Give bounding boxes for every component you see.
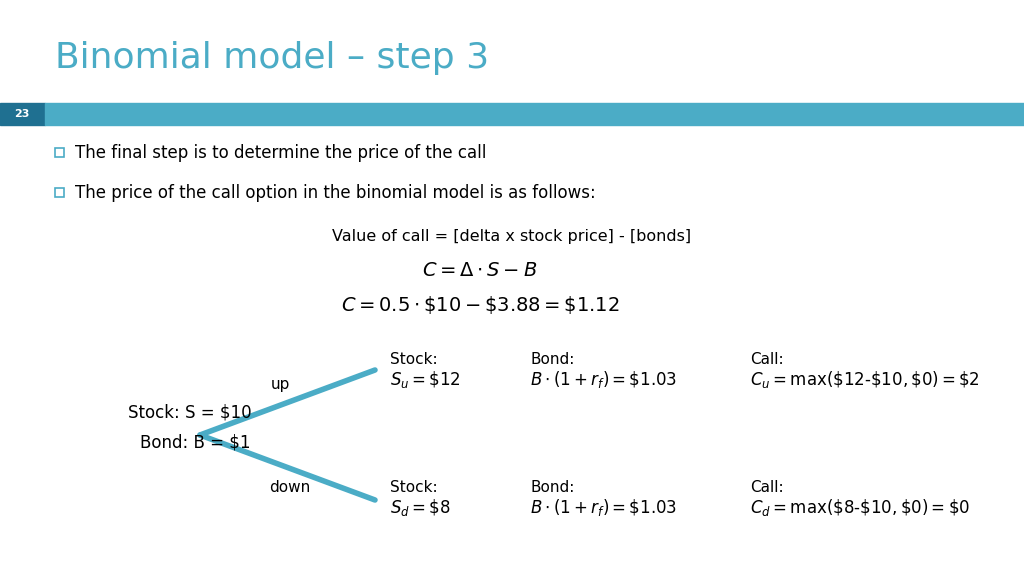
Text: $C_d = \mathrm{max}(\$8\text{-}\$10,\$0) = \$0$: $C_d = \mathrm{max}(\$8\text{-}\$10,\$0)… bbox=[750, 498, 970, 518]
Text: $B \cdot (1 + r_f) = \$1.03$: $B \cdot (1 + r_f) = \$1.03$ bbox=[530, 498, 677, 518]
Text: $S_d = \$8$: $S_d = \$8$ bbox=[390, 498, 451, 518]
Text: Call:: Call: bbox=[750, 480, 783, 495]
Text: $C_u = \mathrm{max}(\$12\text{-}\$10,\$0) = \$2$: $C_u = \mathrm{max}(\$12\text{-}\$10,\$0… bbox=[750, 369, 980, 391]
Bar bbox=[55, 188, 63, 197]
Text: Binomial model – step 3: Binomial model – step 3 bbox=[55, 41, 489, 75]
Text: $S_u = \$12$: $S_u = \$12$ bbox=[390, 369, 461, 391]
Text: $B \cdot (1 + r_f) = \$1.03$: $B \cdot (1 + r_f) = \$1.03$ bbox=[530, 369, 677, 391]
Text: Bond:: Bond: bbox=[530, 353, 574, 367]
Bar bbox=[55, 148, 63, 157]
Bar bbox=[0, 103, 45, 125]
Text: Bond: B = $1: Bond: B = $1 bbox=[139, 434, 250, 452]
Text: down: down bbox=[269, 480, 310, 495]
Text: Stock:: Stock: bbox=[390, 480, 437, 495]
Text: Bond:: Bond: bbox=[530, 480, 574, 495]
Text: 23: 23 bbox=[14, 109, 30, 119]
Bar bbox=[45, 103, 1024, 125]
Text: The final step is to determine the price of the call: The final step is to determine the price… bbox=[75, 143, 486, 161]
Text: The price of the call option in the binomial model is as follows:: The price of the call option in the bino… bbox=[75, 184, 596, 202]
Text: Stock:: Stock: bbox=[390, 353, 437, 367]
Text: $C = 0.5 \cdot \$10 - \$3.88 = \$1.12$: $C = 0.5 \cdot \$10 - \$3.88 = \$1.12$ bbox=[341, 294, 620, 316]
Text: Call:: Call: bbox=[750, 353, 783, 367]
Text: up: up bbox=[270, 377, 290, 392]
Text: $C = \Delta \cdot S - B$: $C = \Delta \cdot S - B$ bbox=[423, 260, 538, 279]
Text: Stock: S = $10: Stock: S = $10 bbox=[128, 404, 252, 422]
Text: Value of call = [delta x stock price] - [bonds]: Value of call = [delta x stock price] - … bbox=[333, 229, 691, 244]
